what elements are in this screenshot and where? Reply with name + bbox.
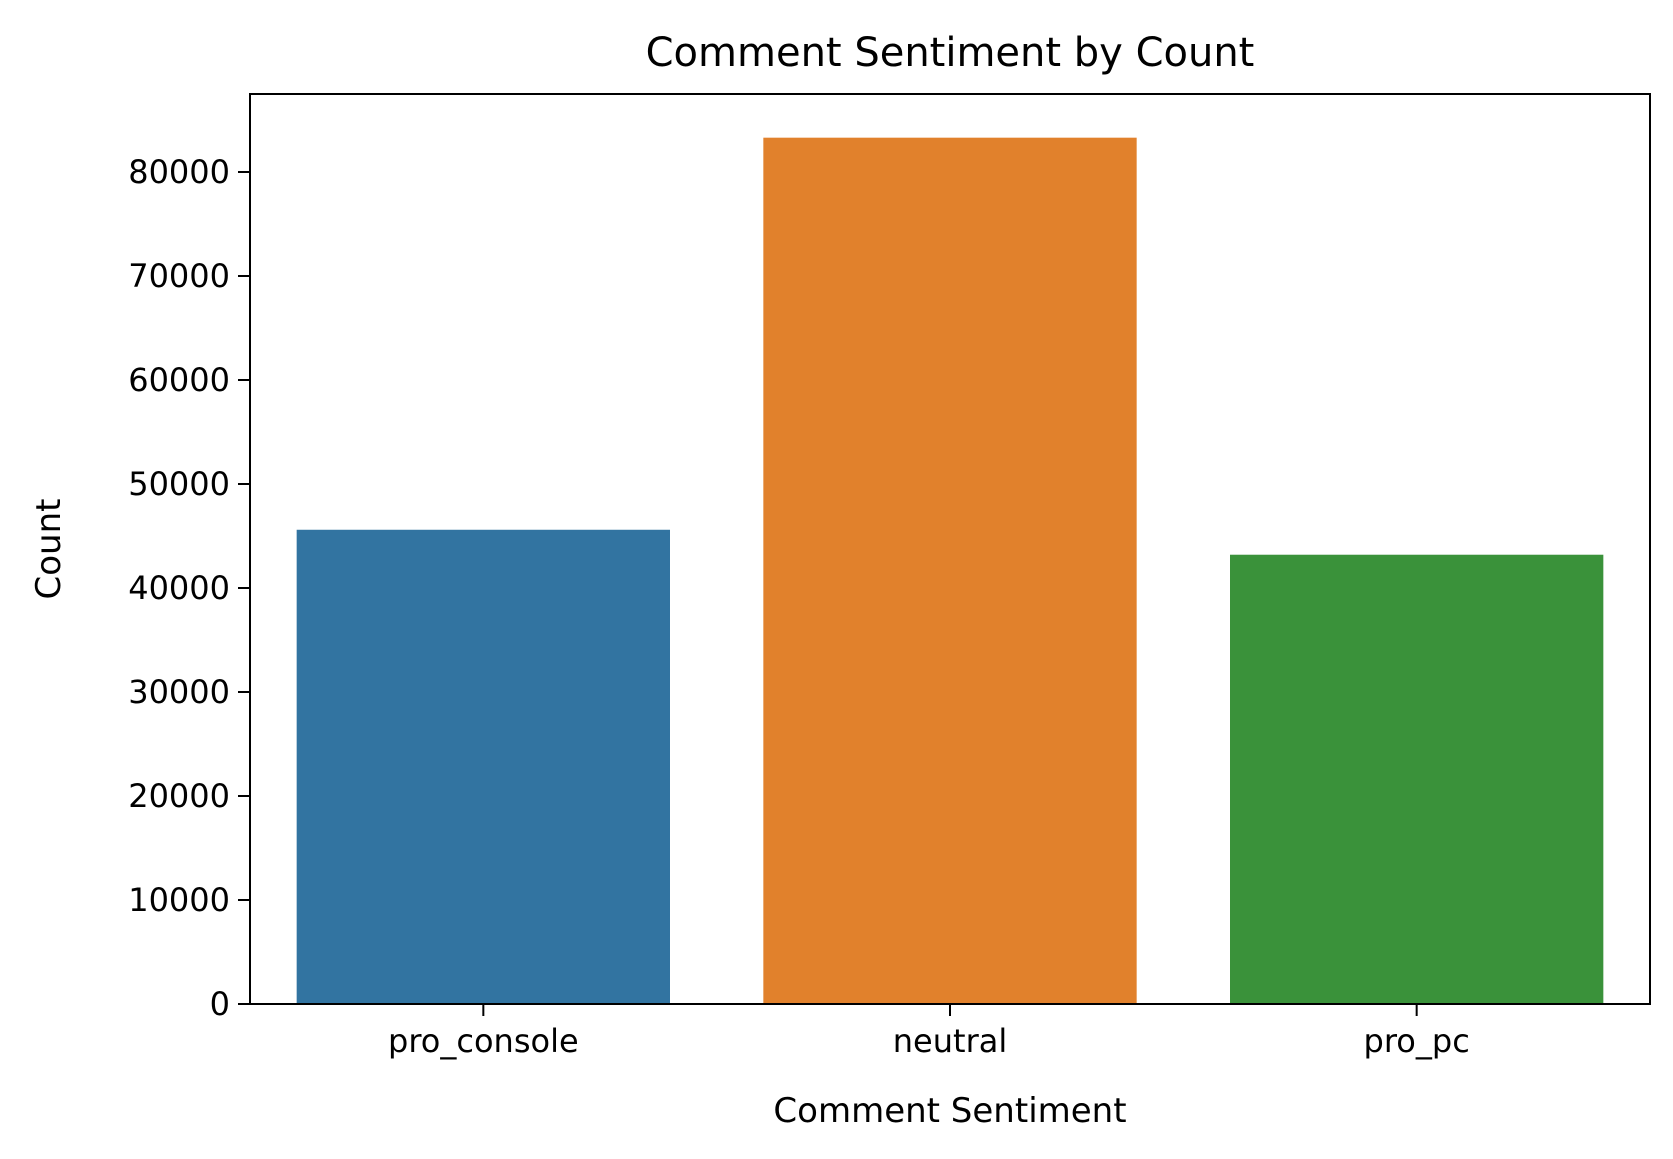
y-tick-label: 50000 bbox=[128, 465, 230, 503]
y-axis-label: Count bbox=[29, 499, 69, 600]
y-tick-label: 60000 bbox=[128, 361, 230, 399]
y-tick-label: 80000 bbox=[128, 153, 230, 191]
x-tick-label: pro_pc bbox=[1364, 1022, 1470, 1060]
x-axis-label: Comment Sentiment bbox=[773, 1091, 1126, 1131]
bar-pro_pc bbox=[1230, 554, 1604, 1004]
y-tick-label: 20000 bbox=[128, 777, 230, 815]
plot-frame bbox=[249, 93, 1651, 1005]
x-axis-ticks: pro_console neutral pro_pc bbox=[388, 1004, 1470, 1060]
x-tick-label: pro_console bbox=[388, 1022, 579, 1060]
y-tick-label: 10000 bbox=[128, 881, 230, 919]
bar-neutral bbox=[763, 137, 1137, 1004]
x-tick-label: neutral bbox=[893, 1022, 1007, 1060]
bar-pro_console bbox=[296, 529, 670, 1004]
y-tick-label: 40000 bbox=[128, 569, 230, 607]
y-tick-label: 70000 bbox=[128, 257, 230, 295]
bars-layer bbox=[296, 137, 1604, 1004]
chart-title: Comment Sentiment by Count bbox=[646, 30, 1255, 76]
y-tick-label: 0 bbox=[210, 985, 230, 1023]
y-tick-label: 30000 bbox=[128, 673, 230, 711]
y-axis-ticks: 0 10000 20000 30000 40000 50000 60000 70000 8000… bbox=[128, 153, 250, 1023]
